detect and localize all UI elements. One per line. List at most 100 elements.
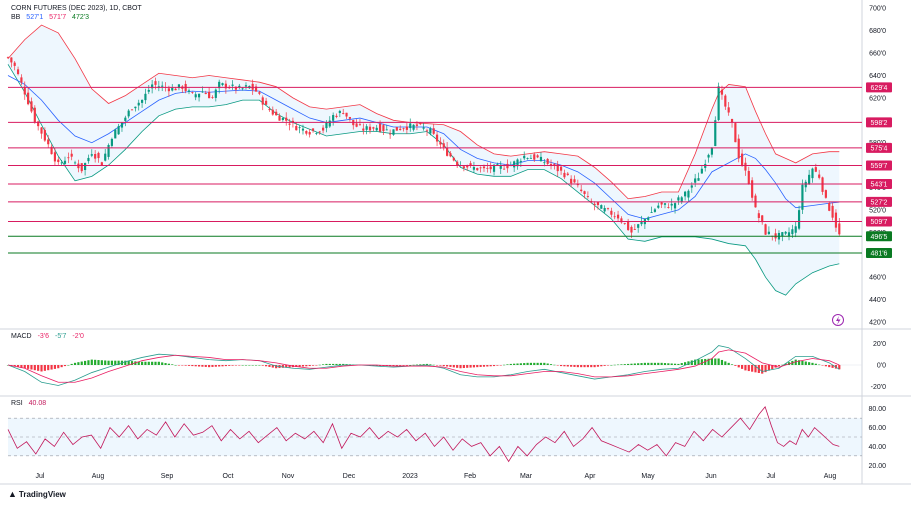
macd-histogram-bar — [305, 365, 308, 367]
macd-histogram-bar — [643, 362, 646, 365]
time-tick-label: Feb — [464, 473, 476, 480]
level-label: 496'5 — [871, 234, 888, 241]
macd-histogram-bar — [559, 365, 563, 367]
candle-body — [204, 93, 207, 95]
macd-histogram-bar — [208, 365, 211, 368]
candle-body — [251, 83, 254, 90]
candle-body — [73, 162, 77, 164]
candle-body — [600, 205, 603, 209]
macd-histogram-bar — [513, 363, 516, 365]
candle-body — [265, 100, 268, 105]
macd-histogram-bar — [181, 365, 184, 366]
candle-body — [338, 110, 341, 114]
candle-body — [134, 106, 137, 109]
price-tick-label: 700'0 — [869, 6, 886, 13]
macd-histogram-bar — [104, 360, 107, 365]
lightning-icon-glyph — [836, 316, 841, 325]
candle-body — [456, 161, 459, 166]
candle-body — [67, 157, 70, 159]
rsi-tick-label: 40.00 — [868, 444, 886, 451]
candle-body — [23, 86, 26, 95]
candle-body — [442, 143, 445, 148]
macd-histogram-bar — [432, 364, 435, 366]
candle-body — [616, 214, 620, 219]
macd-histogram-bar — [265, 365, 268, 367]
candle-body — [710, 147, 714, 155]
rsi-line — [7, 406, 840, 463]
macd-histogram-bar — [244, 365, 248, 366]
candle-body — [124, 117, 127, 121]
macd-histogram-bar — [503, 364, 506, 366]
macd-histogram-bar — [583, 365, 586, 368]
macd-histogram-bar — [667, 363, 670, 365]
candle-body — [241, 87, 244, 89]
macd-histogram-bar — [311, 365, 315, 366]
macd-line-value: -5'7 — [55, 333, 67, 340]
candle-body — [513, 161, 516, 168]
candle-body — [596, 201, 600, 206]
macd-histogram-bar — [556, 365, 559, 366]
macd-histogram-bar — [20, 365, 23, 368]
macd-histogram-bar — [814, 363, 817, 365]
level-label: 629'4 — [871, 85, 888, 92]
candle-body — [305, 130, 308, 134]
level-label-box — [866, 142, 892, 153]
macd-histogram-bar — [50, 365, 53, 370]
candle-body — [814, 167, 817, 172]
candle-body — [87, 157, 90, 162]
macd-hist-value: -3'6 — [37, 333, 50, 340]
candle-body — [734, 123, 737, 143]
candle-body — [328, 120, 331, 127]
candle-body — [211, 97, 214, 98]
candle-body — [573, 179, 576, 183]
macd-histogram-bar — [472, 365, 476, 368]
macd-histogram-bar — [73, 362, 77, 365]
price-tick-label: 520'0 — [869, 207, 886, 214]
candle-body — [382, 125, 385, 132]
candle-body — [335, 115, 338, 117]
macd-histogram-bar — [586, 365, 589, 368]
candle-body — [503, 168, 506, 170]
macd-histogram-bar — [288, 365, 291, 368]
macd-histogram-bar — [694, 359, 697, 365]
macd-histogram-bar — [177, 365, 181, 366]
tradingview-logo[interactable]: ▲ TradingView — [8, 489, 66, 499]
macd-histogram-bar — [509, 363, 512, 365]
candle-body — [60, 162, 63, 164]
macd-histogram-bar — [100, 360, 103, 365]
candle-body — [295, 126, 298, 131]
candle-body — [439, 141, 442, 145]
rsi-value: 40.08 — [28, 400, 47, 407]
candle-body — [620, 218, 623, 223]
candle-body — [33, 107, 36, 123]
macd-histogram-bar — [94, 359, 97, 365]
time-tick-label: Apr — [585, 473, 597, 480]
candle-body — [566, 173, 569, 176]
macd-histogram-bar — [301, 365, 305, 367]
candle-body — [781, 232, 784, 237]
macd-histogram-bar — [606, 365, 610, 366]
candle-body — [667, 207, 670, 208]
time-tick-label: Oct — [223, 473, 234, 480]
candle-body — [684, 191, 687, 197]
macd-histogram-bar — [154, 361, 157, 365]
candle-body — [372, 127, 375, 129]
candle-body — [97, 152, 100, 159]
candle-body — [637, 224, 640, 228]
candle-body — [452, 157, 455, 161]
macd-histogram-bar — [187, 365, 191, 366]
candle-body — [546, 158, 549, 164]
candle-body — [570, 178, 573, 184]
rsi-tick-label: 20.00 — [868, 463, 886, 470]
candle-body — [828, 203, 831, 211]
level-label: 598'2 — [871, 120, 888, 127]
macd-histogram-bar — [114, 360, 117, 365]
level-label-box — [866, 231, 892, 242]
macd-histogram-bar — [452, 365, 455, 368]
candle-body — [368, 126, 372, 131]
candle-body — [640, 221, 643, 225]
bollinger-basis-line — [7, 75, 840, 220]
macd-histogram-bar — [707, 358, 710, 365]
macd-histogram-bar — [107, 360, 110, 365]
